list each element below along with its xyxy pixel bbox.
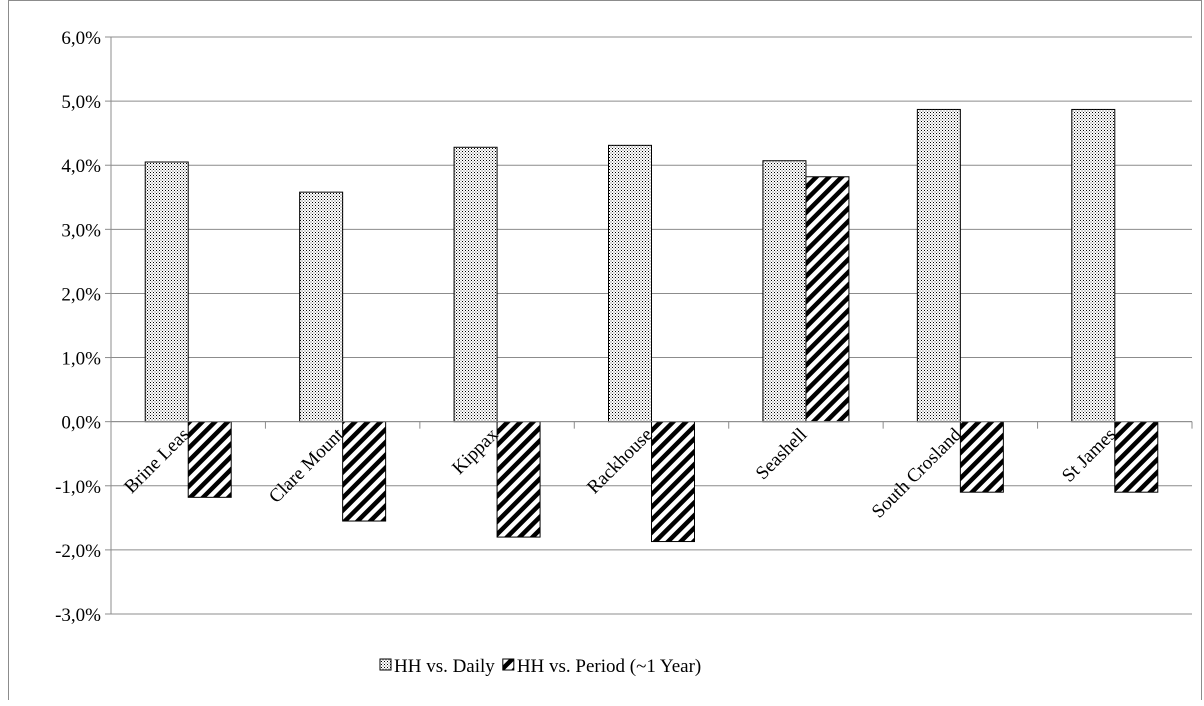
bar-hh-vs-daily (762, 160, 807, 423)
y-tick-label: 1,0% (61, 349, 101, 370)
bar-hh-vs-period (805, 176, 850, 423)
x-category-label: South Crosland (868, 424, 966, 522)
legend-entry-label: HH vs. Period (~1 Year) (517, 656, 701, 677)
y-tick-label: 3,0% (61, 220, 101, 241)
bar-hh-vs-daily (299, 191, 344, 423)
legend: HH vs. Daily HH vs. Period (~1 Year) (379, 656, 701, 677)
x-category-label: St James (1058, 424, 1120, 486)
bar-hh-vs-daily (916, 108, 961, 423)
x-category-label: Brine Leas (120, 424, 193, 497)
bar-hh-vs-period (342, 421, 387, 522)
legend-entry-label: HH vs. Daily (394, 656, 495, 677)
bar-hh-vs-period (651, 421, 695, 543)
y-tick-label: 4,0% (61, 156, 101, 177)
bar-hh-vs-daily (1071, 108, 1116, 423)
chart-frame: 6,0% 5,0% 4,0% 3,0% 2,0% 1,0% 0,0% -1,0% -2,0% -3… (8, 0, 1202, 700)
legend-swatch (502, 658, 515, 671)
x-category-label: Rackhouse (583, 424, 657, 498)
axes (110, 37, 1193, 614)
y-tick-label: 6,0% (61, 28, 101, 49)
bar-hh-vs-daily (608, 144, 652, 423)
bar-hh-vs-period (496, 421, 541, 538)
y-tick-label: 5,0% (61, 92, 101, 113)
x-category-label: Clare Mount (265, 424, 349, 508)
bar-hh-vs-period (959, 421, 1004, 493)
y-tick-label: 2,0% (61, 284, 101, 305)
y-tick-label: -3,0% (55, 605, 101, 626)
x-category-label: Kippax (448, 424, 503, 479)
bar-hh-vs-period (1114, 421, 1159, 493)
y-tick-label: -1,0% (55, 477, 101, 498)
bar-hh-vs-period (187, 421, 232, 498)
y-tick-label: -2,0% (55, 541, 101, 562)
bar-chart: 6,0% 5,0% 4,0% 3,0% 2,0% 1,0% 0,0% -1,0% -2,0% -3… (55, 28, 1193, 677)
legend-swatch (379, 658, 392, 671)
bar-hh-vs-daily (453, 146, 498, 423)
y-axis-ticks: 6,0% 5,0% 4,0% 3,0% 2,0% 1,0% 0,0% -1,0% -2,0% -3… (55, 28, 111, 626)
x-category-label: Seashell (752, 424, 812, 484)
bar-hh-vs-daily (144, 161, 189, 423)
y-tick-label: 0,0% (61, 413, 101, 434)
